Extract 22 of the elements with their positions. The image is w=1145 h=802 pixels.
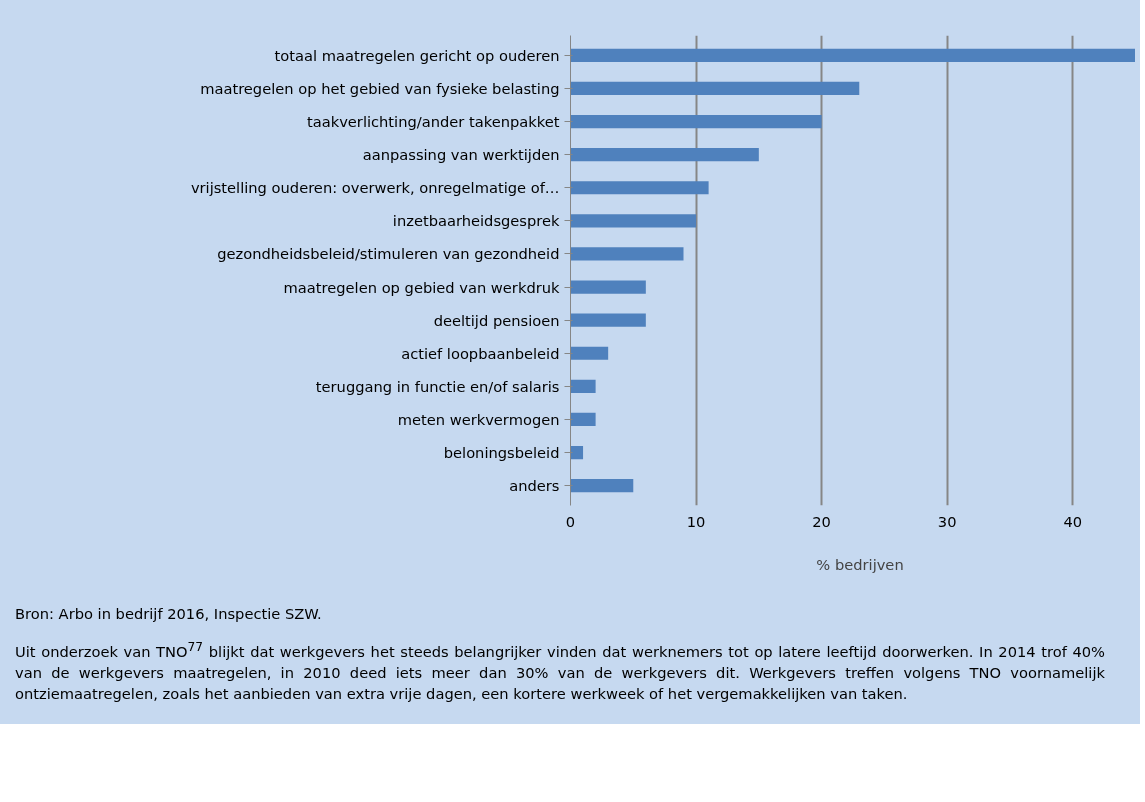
text: Uit onderzoek van TNO$^{77}$ blijkt dat werkgevers het steeds belangrijker vinden dat werknemers tot op latere leeftijd doorwerken. In 2014 trof 40% van de werkgevers maatregelen, in 2010 deed iets meer dan 30% van de werkgevers dit. Werkgevers treffen volgens TNO voornamelijk ontziemaatregelen, zoals het aanbieden van extra vrije dagen, een kortere werkweek of het vergemakkelijken van taken. (15, 638, 1106, 704)
y-tick-label: beloningsbeleid (443, 444, 560, 462)
x-tick-label: 30 (937, 512, 957, 530)
y-tick-label: vrijstelling ouderen: overwerk, onregelmatige of… (190, 179, 560, 197)
y-tick-label: meten werkvermogen (397, 410, 560, 428)
text: Bron: Arbo in bedrijf 2016, Inspectie SZW. (15, 604, 323, 624)
y-tick-label: inzetbaarheidsgesprek (392, 212, 561, 230)
y-tick-label: maatregelen op gebied van werkdruk (283, 278, 561, 296)
x-tick-label: 20 (812, 512, 831, 530)
y-tick-label: maatregelen op het gebied van fysieke belasting (200, 79, 560, 97)
y-tick-label: actief loopbaanbeleid (401, 344, 560, 362)
y-tick-label: gezondheidsbeleid/stimuleren van gezondheid (217, 245, 560, 263)
y-tick-label: totaal maatregelen gericht op ouderen (274, 46, 560, 64)
y-tick-label: taakverlichting/ander takenpakket (306, 113, 560, 131)
x-tick-label: 0 (565, 512, 576, 530)
y-tick-label: aanpassing van werktijden (362, 146, 560, 164)
x-tick-label: 40 (1063, 512, 1083, 530)
text: % bedrijven (816, 555, 904, 573)
x-tick-label: 10 (686, 512, 706, 530)
y-tick-label: teruggang in functie en/of salaris (315, 377, 560, 395)
y-tick-label: deeltijd pensioen (433, 311, 560, 329)
y-tick-label: anders (509, 477, 560, 495)
